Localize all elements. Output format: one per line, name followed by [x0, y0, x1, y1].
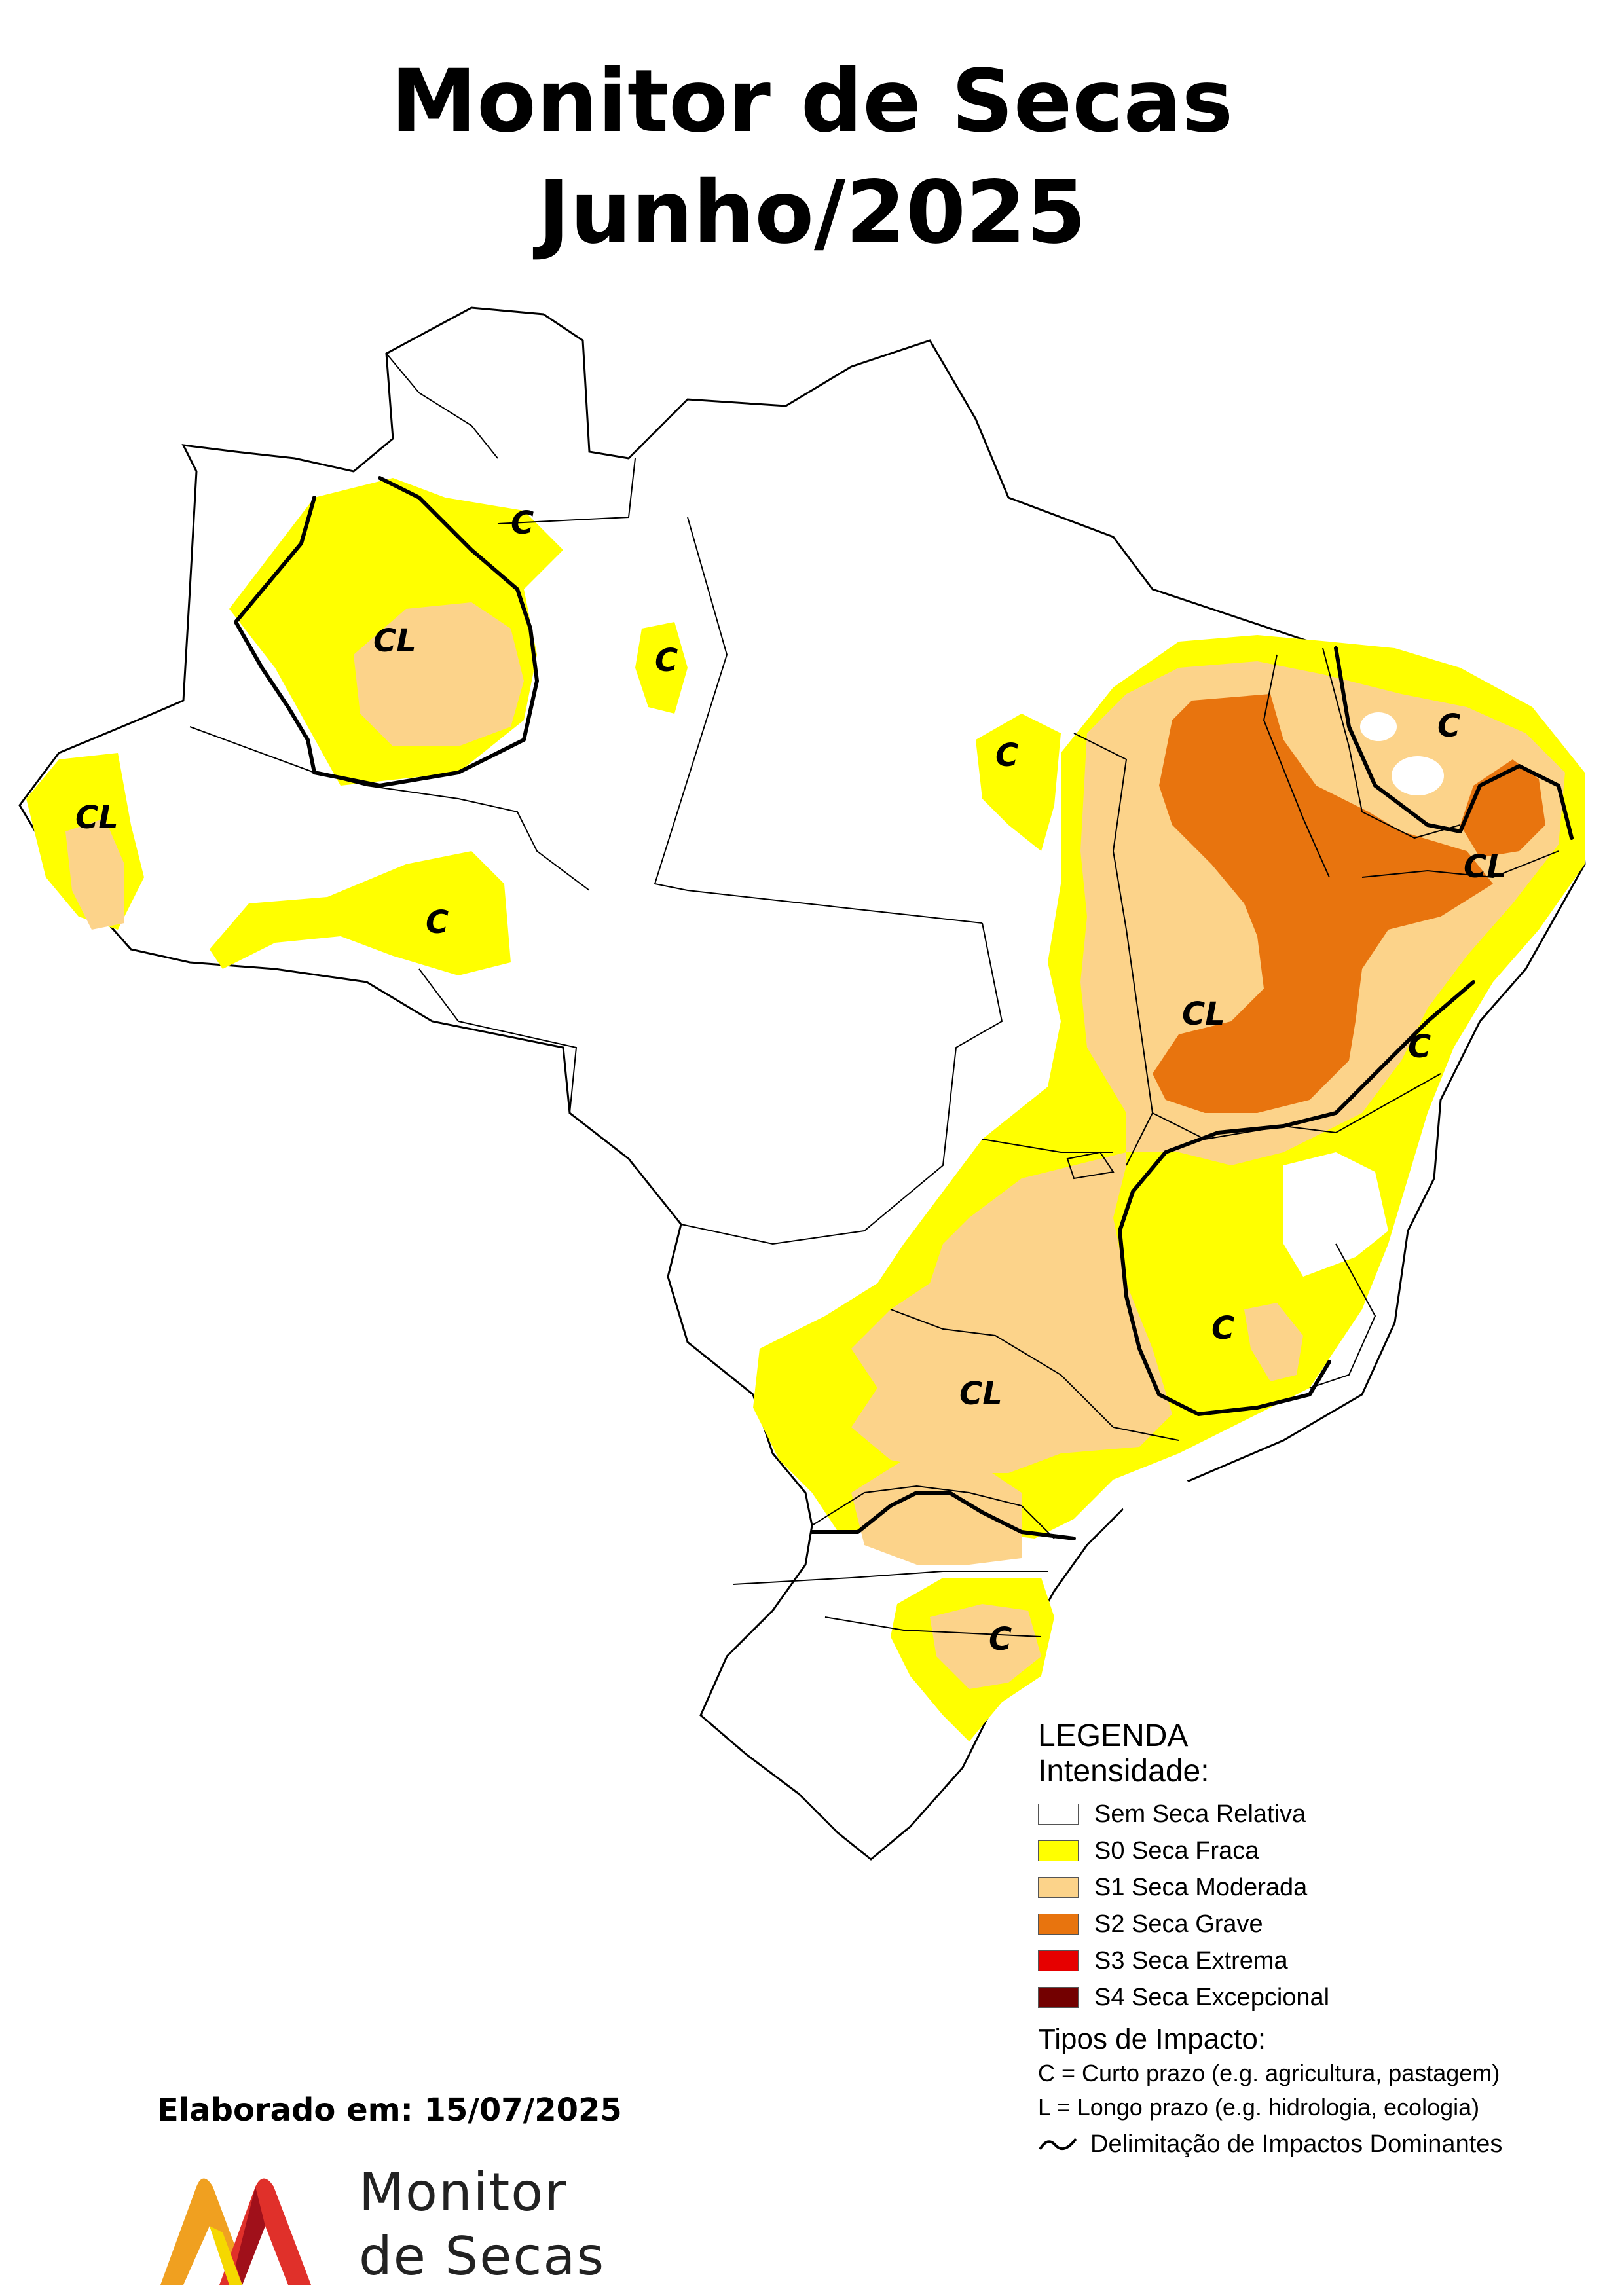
impact-short-term: C = Curto prazo (e.g. agricultura, pasta… — [1038, 2060, 1500, 2086]
region-label: C — [995, 737, 1018, 774]
legend-label: S0 Seca Fraca — [1094, 1837, 1259, 1865]
logo-text: Monitor de Secas — [359, 2160, 605, 2289]
legend-item: Sem Seca Relativa — [1038, 1796, 1614, 1832]
region-label: C — [1211, 1310, 1234, 1347]
impact-long-term: L = Longo prazo (e.g. hidrologia, ecolog… — [1038, 2094, 1480, 2121]
legend: LEGENDA Intensidade: Sem Seca Relativa S… — [1038, 1719, 1614, 2164]
legend-swatch — [1038, 1804, 1079, 1825]
legend-label: S2 Seca Grave — [1094, 1910, 1263, 1938]
delimitation-label: Delimitação de Impactos Dominantes — [1090, 2130, 1503, 2158]
legend-swatch — [1038, 1950, 1079, 1971]
intensity-heading: Intensidade: — [1038, 1754, 1209, 1789]
region-label: CL — [959, 1376, 1003, 1412]
impact-delimitation-lines — [234, 476, 1574, 1540]
logo-line-2: de Secas — [359, 2226, 606, 2287]
delimitation-legend: Delimitação de Impactos Dominantes — [1038, 2124, 1614, 2164]
title-line-1: Monitor de Secas — [390, 51, 1234, 152]
legend-swatch — [1038, 1914, 1079, 1935]
region-label: C — [989, 1621, 1012, 1658]
wave-line-icon — [1039, 2138, 1077, 2151]
legend-item: S0 Seca Fraca — [1038, 1832, 1614, 1869]
region-label: C — [1437, 708, 1460, 744]
monitor-de-secas-logo-icon — [160, 2178, 311, 2285]
impact-heading: Tipos de Impacto: — [1038, 2023, 1266, 2055]
region-label: C — [426, 904, 449, 941]
logo-line-1: Monitor — [359, 2162, 568, 2223]
legend-label: S4 Seca Excepcional — [1094, 1984, 1330, 2011]
legend-label: S3 Seca Extrema — [1094, 1947, 1288, 1975]
legend-item: S1 Seca Moderada — [1038, 1869, 1614, 1906]
legend-item: S4 Seca Excepcional — [1038, 1979, 1614, 2016]
map-title: Monitor de Secas Junho/2025 — [0, 46, 1624, 268]
legend-label: S1 Seca Moderada — [1094, 1874, 1308, 1901]
region-label: C — [511, 505, 534, 541]
region-label: CL — [1182, 996, 1225, 1032]
no-drought-holes — [1113, 712, 1444, 1519]
elaborated-date: Elaborado em: 15/07/2025 — [157, 2092, 622, 2128]
region-label: C — [655, 642, 678, 679]
region-label: CL — [1464, 848, 1507, 885]
legend-item: S2 Seca Grave — [1038, 1906, 1614, 1942]
legend-swatch — [1038, 1877, 1079, 1898]
legend-item: S3 Seca Extrema — [1038, 1942, 1614, 1979]
legend-swatch — [1038, 1840, 1079, 1861]
region-label: C — [1408, 1029, 1431, 1065]
region-label: CL — [75, 799, 119, 836]
legend-label: Sem Seca Relativa — [1094, 1800, 1306, 1828]
title-line-2: Junho/2025 — [538, 162, 1086, 263]
region-label: CL — [373, 623, 416, 659]
legend-heading: LEGENDA — [1038, 1719, 1189, 1753]
legend-swatch — [1038, 1987, 1079, 2008]
